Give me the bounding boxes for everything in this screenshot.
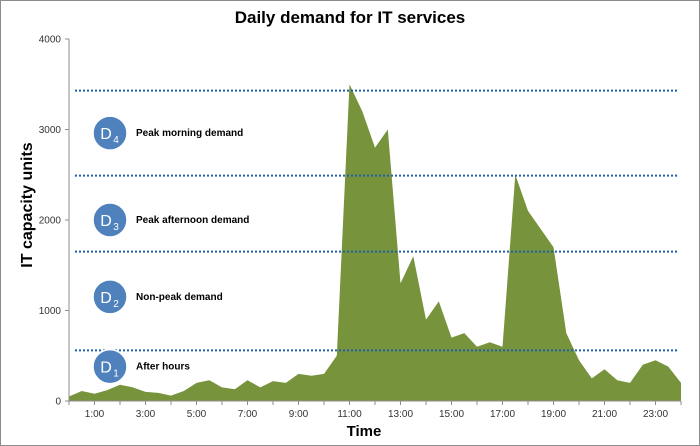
band-badge — [92, 348, 128, 385]
x-tick-label: 9:00 — [289, 409, 309, 420]
y-tick-label: 2000 — [39, 216, 62, 227]
band-badge-subscript: 3 — [113, 222, 119, 233]
x-axis-label: Time — [346, 423, 382, 440]
band-badge — [92, 115, 128, 151]
band-badge-subscript: 2 — [113, 299, 119, 310]
x-tick-label: 19:00 — [541, 409, 566, 420]
band-label: After hours — [136, 362, 190, 373]
band-badge — [92, 202, 128, 238]
x-tick-label: 7:00 — [238, 409, 258, 420]
band-badge-subscript: 1 — [113, 369, 119, 380]
band-badge — [92, 279, 128, 315]
band-label: Peak morning demand — [136, 128, 243, 139]
x-tick-label: 23:00 — [643, 409, 668, 420]
y-tick-label: 4000 — [39, 35, 62, 46]
chart-title: Daily demand for IT services — [234, 8, 466, 27]
band-badge-letter: D — [100, 290, 112, 307]
x-tick-label: 1:00 — [85, 409, 105, 420]
y-tick-label: 1000 — [39, 306, 62, 317]
y-tick-label: 3000 — [39, 125, 62, 136]
x-tick-label: 21:00 — [592, 409, 617, 420]
x-tick-label: 11:00 — [337, 409, 362, 420]
band-label: Non-peak demand — [136, 292, 223, 303]
area-series-0 — [69, 84, 681, 402]
x-tick-label: 13:00 — [388, 409, 413, 420]
x-tick-label: 15:00 — [439, 409, 464, 420]
band-label: Peak afternoon demand — [136, 215, 249, 226]
y-tick-label: 0 — [55, 397, 61, 408]
x-tick-label: 3:00 — [136, 409, 156, 420]
x-tick-label: 17:00 — [490, 409, 515, 420]
band-badge-subscript: 4 — [113, 135, 119, 146]
band-badge-letter: D — [100, 126, 112, 143]
x-tick-label: 5:00 — [187, 409, 207, 420]
band-badge-letter: D — [100, 213, 112, 230]
band-badge-letter: D — [100, 360, 112, 377]
